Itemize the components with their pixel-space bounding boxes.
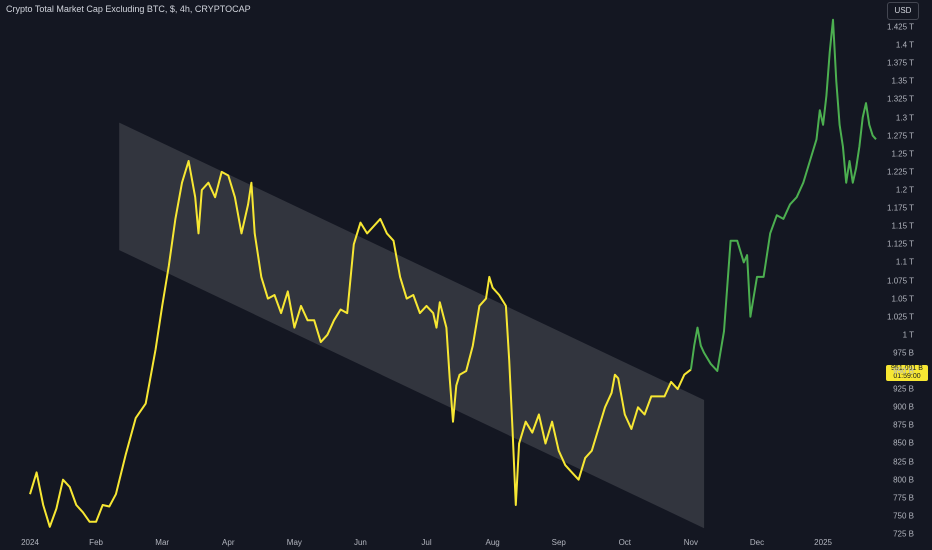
y-tick-label: 1.05 T <box>891 294 914 304</box>
channel-band <box>119 122 705 529</box>
y-tick-label: 825 B <box>893 457 914 467</box>
y-tick-label: 1.075 T <box>887 276 914 285</box>
x-tick-label: Sep <box>551 538 566 547</box>
y-tick-label: 1.125 T <box>887 239 914 249</box>
y-tick-label: 1.275 T <box>887 131 914 141</box>
y-tick-label: 725 B <box>893 529 914 539</box>
y-tick-label: 1.4 T <box>895 40 914 50</box>
x-tick-label: May <box>286 538 302 547</box>
y-tick-label: 750 B <box>893 511 914 521</box>
x-tick-label: Feb <box>89 538 103 547</box>
y-tick-label: 775 B <box>893 493 914 503</box>
bar-countdown: 01:59:00 <box>893 373 921 380</box>
chart-title: Crypto Total Market Cap Excluding BTC, $… <box>6 4 251 14</box>
x-tick-label: Jul <box>421 538 432 547</box>
price-line <box>29 18 877 528</box>
y-tick-label: 1.025 T <box>887 312 914 322</box>
y-tick-label: 950 B <box>893 366 914 376</box>
y-tick-label: 875 B <box>893 420 914 430</box>
y-tick-label: 800 B <box>893 475 914 485</box>
y-tick-label: 925 B <box>893 384 914 394</box>
y-tick-label: 1.2 T <box>895 185 914 195</box>
y-tick-label: 1.375 T <box>887 58 914 68</box>
y-tick-label: 1.325 T <box>887 94 914 104</box>
last-price-value: 951.091 B <box>891 365 923 372</box>
x-tick-label: Aug <box>485 538 500 547</box>
x-tick-label: Oct <box>618 538 632 547</box>
x-tick-label: Jun <box>353 538 367 547</box>
last-price-label: 951.091 B 01:59:00 <box>886 365 928 381</box>
y-tick-label: 1 T <box>902 330 914 340</box>
series-line-green <box>689 18 877 372</box>
y-tick-label: 975 B <box>893 348 914 358</box>
y-tick-label: 900 B <box>893 402 914 412</box>
y-tick-label: 1.1 T <box>895 257 914 267</box>
y-tick-label: 850 B <box>893 438 914 448</box>
y-tick-label: 1.175 T <box>887 203 914 213</box>
y-tick-label: 1.35 T <box>891 76 914 86</box>
x-tick-label: Mar <box>155 538 170 547</box>
y-tick-label: 1.225 T <box>887 167 914 177</box>
x-tick-label: 2024 <box>21 538 39 547</box>
x-tick-label: Nov <box>683 538 699 547</box>
x-tick-label: Dec <box>749 538 765 547</box>
currency-button[interactable]: USD <box>887 2 919 20</box>
x-tick-label: 2025 <box>814 538 832 547</box>
y-tick-label: 1.425 T <box>887 22 914 32</box>
y-tick-label: 1.15 T <box>891 221 914 231</box>
y-tick-label: 1.3 T <box>895 113 914 123</box>
series-line-yellow <box>29 160 692 528</box>
descending-channel <box>119 122 705 529</box>
x-tick-label: Apr <box>222 538 235 547</box>
y-tick-label: 1.25 T <box>891 149 914 159</box>
